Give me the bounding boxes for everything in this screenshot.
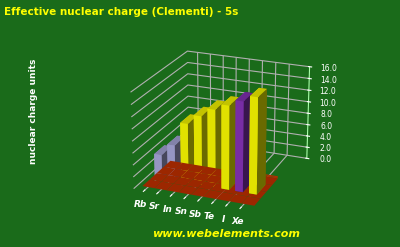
Text: nuclear charge units: nuclear charge units <box>30 59 38 164</box>
Text: www.webelements.com: www.webelements.com <box>152 229 300 239</box>
Text: Effective nuclear charge (Clementi) - 5s: Effective nuclear charge (Clementi) - 5s <box>4 7 238 17</box>
